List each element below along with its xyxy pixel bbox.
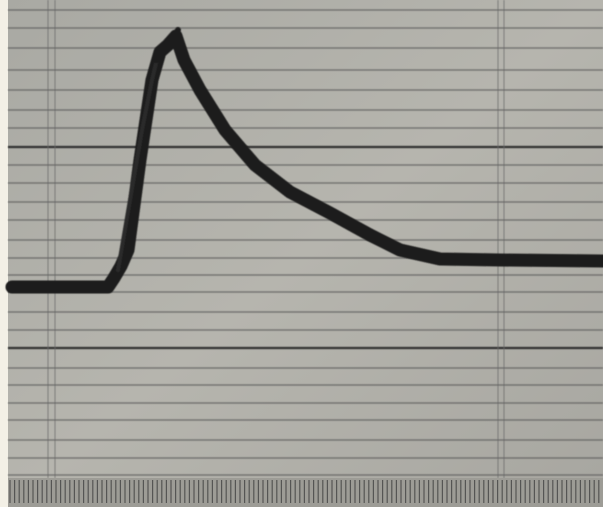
trace-rise xyxy=(116,53,160,272)
trace-group xyxy=(5,27,603,294)
margin xyxy=(0,0,8,507)
trace-peak xyxy=(153,27,181,63)
film-background xyxy=(8,0,603,507)
trace-thick xyxy=(5,29,603,294)
time-ticks xyxy=(8,478,603,507)
